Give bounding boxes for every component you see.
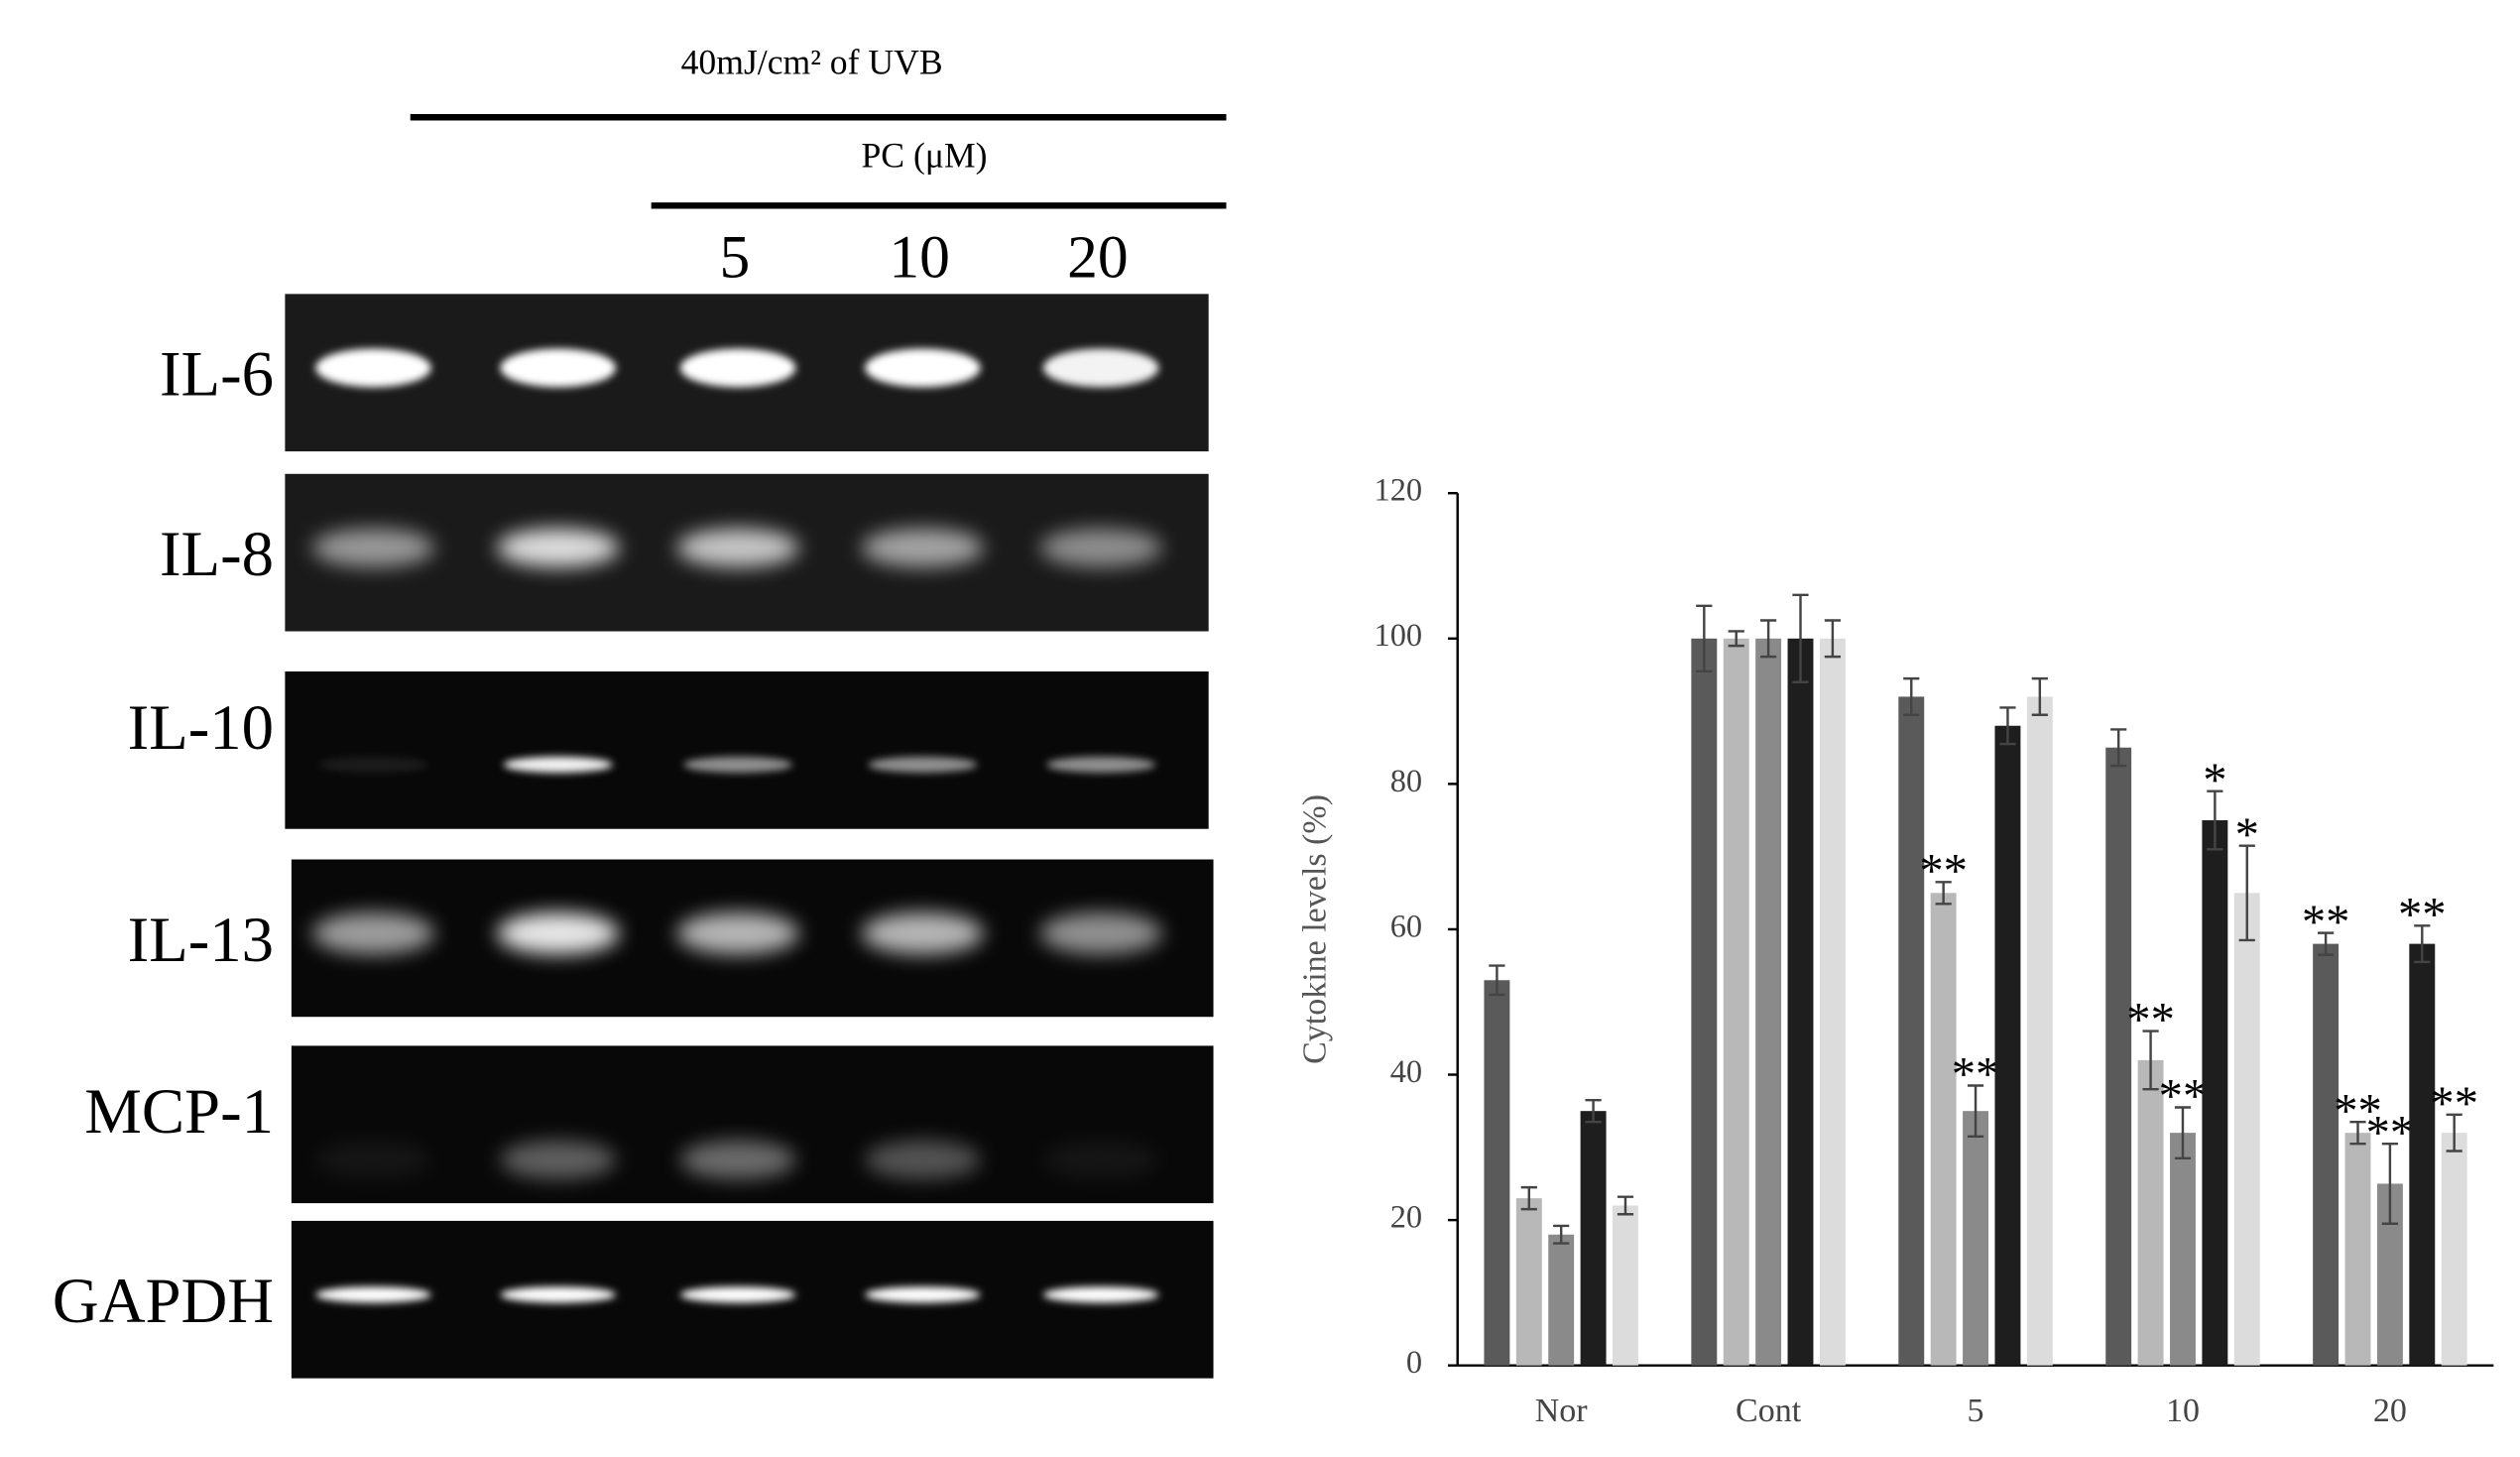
y-tick-label: 100 (1375, 618, 1423, 654)
gel-band (315, 1140, 431, 1179)
gel-band (500, 1286, 617, 1303)
bar (1613, 1205, 1638, 1366)
gel-band (497, 528, 620, 567)
gel-band (500, 1140, 617, 1179)
bar (2409, 943, 2436, 1366)
lane-label: 20 (1067, 224, 1129, 292)
gel-row-label: IL-6 (160, 339, 274, 411)
gel-band (868, 756, 978, 774)
gel-row-label: GAPDH (53, 1266, 274, 1337)
gel-band (679, 1140, 796, 1179)
lane-label: 10 (889, 224, 950, 292)
bar (2026, 696, 2053, 1366)
bar (1515, 1198, 1542, 1366)
gel-band (497, 911, 620, 955)
significance-label: * (2203, 753, 2226, 806)
x-tick-label: Cont (1736, 1393, 1802, 1429)
bar (2137, 1059, 2164, 1366)
gel-band (679, 1286, 796, 1303)
gel-band (1039, 911, 1162, 955)
bar (1963, 1111, 1988, 1366)
gel-band (1042, 348, 1159, 388)
bar (1723, 638, 1749, 1366)
x-tick-label: 5 (1968, 1393, 1984, 1429)
bar (1787, 638, 1814, 1366)
gel-panel (291, 1045, 1214, 1204)
gel-band (315, 1286, 431, 1303)
significance-label: ** (2366, 1106, 2415, 1159)
significance-label: ** (1952, 1047, 2000, 1101)
bar (2441, 1133, 2467, 1366)
bar (2170, 1133, 2196, 1366)
gel-band (676, 911, 799, 955)
bar (2344, 1133, 2371, 1366)
significance-label: ** (2126, 993, 2175, 1046)
x-tick-label: 20 (2373, 1393, 2407, 1429)
gel-band (315, 348, 431, 388)
bar (1484, 980, 1510, 1366)
significance-label: * (2235, 807, 2259, 861)
treatment-label: PC (μM) (862, 136, 988, 176)
significance-label: ** (2302, 895, 2350, 948)
gel-row-label: IL-13 (128, 905, 274, 976)
gel-row-label: MCP-1 (84, 1076, 274, 1148)
gel: 5 10 20 IL-6 IL-8 IL-10 IL-13 MCP-1 GAPDH (53, 224, 1214, 1379)
gel-band (683, 756, 793, 774)
y-tick-label: 0 (1406, 1345, 1422, 1381)
bar (2233, 893, 2260, 1366)
y-tick-label: 20 (1390, 1200, 1422, 1236)
gel-header: 40mJ/cm² of UVB (681, 43, 943, 82)
gel-band (1042, 1140, 1159, 1179)
lane-label: 5 (719, 224, 750, 292)
gel-band (679, 348, 796, 388)
y-tick-label: 120 (1375, 473, 1423, 509)
gel-band (676, 528, 799, 567)
significance-label: ** (2398, 888, 2447, 941)
bar (1930, 893, 1957, 1366)
gel-band (865, 1286, 981, 1303)
significance-label: ** (2334, 1084, 2382, 1138)
y-axis-label: Cytokine levels (%) (1297, 794, 1334, 1064)
gel-band (318, 756, 428, 774)
gel-row-label: IL-10 (128, 692, 274, 764)
gel-band (865, 348, 981, 388)
significance-label: ** (1919, 844, 1968, 898)
significance-label: ** (2159, 1069, 2208, 1123)
bar (1580, 1111, 1607, 1366)
bar (1691, 638, 1718, 1366)
gel-band (1046, 756, 1156, 774)
bar-chart: 0 20 40 60 80 100 120 Cytokine levels (%) Nor Con… (1297, 473, 2494, 1429)
gel-band (861, 911, 984, 955)
gel-band (503, 756, 613, 774)
significance-label: ** (2430, 1077, 2478, 1131)
gel-row-label: IL-8 (160, 519, 274, 590)
gel-band (861, 528, 984, 567)
gel-band (865, 1140, 981, 1179)
gel-band (311, 911, 435, 955)
bar (2202, 820, 2228, 1366)
y-tick-label: 40 (1390, 1054, 1422, 1090)
bar (1755, 638, 1782, 1366)
bar (2105, 747, 2132, 1366)
gel-panel (285, 671, 1209, 829)
gel-band (500, 348, 617, 388)
bar (1548, 1234, 1575, 1366)
x-tick-label: Nor (1535, 1393, 1589, 1429)
y-tick-label: 80 (1390, 764, 1422, 799)
bar (1994, 725, 2021, 1366)
y-tick-label: 60 (1390, 909, 1422, 944)
gel-band (311, 528, 435, 567)
bar (1898, 696, 1925, 1366)
gel-band (1042, 1286, 1159, 1303)
bar (2313, 943, 2340, 1366)
gel-band (1039, 528, 1162, 567)
bar (1819, 638, 1846, 1366)
x-tick-label: 10 (2166, 1393, 2200, 1429)
